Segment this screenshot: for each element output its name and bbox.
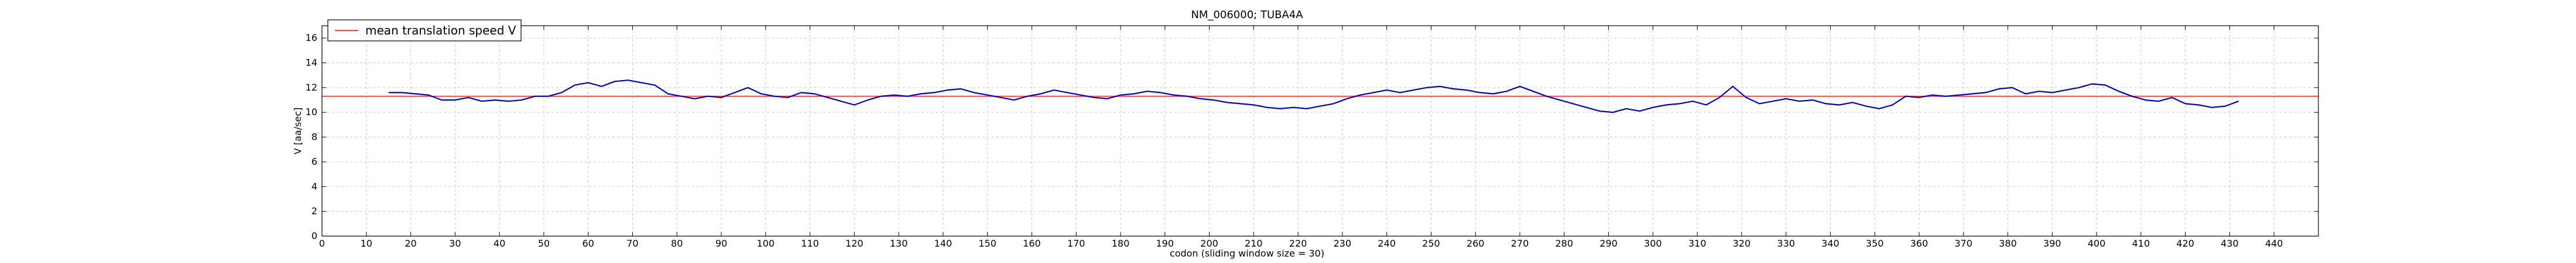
- x-tick-label: 120: [845, 238, 864, 249]
- x-tick-label: 310: [1688, 238, 1707, 249]
- x-tick-label: 220: [1289, 238, 1307, 249]
- x-tick-label: 240: [1378, 238, 1396, 249]
- legend: mean translation speed V: [327, 19, 522, 41]
- x-tick-label: 160: [1023, 238, 1041, 249]
- x-tick-label: 340: [1821, 238, 1839, 249]
- x-tick-label: 190: [1156, 238, 1174, 249]
- x-tick-label: 260: [1467, 238, 1485, 249]
- x-tick-label: 0: [319, 238, 325, 249]
- x-tick-label: 420: [2176, 238, 2194, 249]
- x-axis-label: codon (sliding window size = 30): [1170, 248, 1324, 259]
- x-tick-label: 290: [1599, 238, 1618, 249]
- x-tick-label: 60: [582, 238, 594, 249]
- y-tick-label: 2: [311, 206, 317, 217]
- x-tick-label: 130: [890, 238, 908, 249]
- x-tick-label: 280: [1556, 238, 1574, 249]
- x-tick-label: 250: [1422, 238, 1440, 249]
- x-tick-label: 90: [715, 238, 727, 249]
- x-tick-label: 400: [2088, 238, 2106, 249]
- x-tick-label: 10: [361, 238, 372, 249]
- x-tick-label: 320: [1733, 238, 1751, 249]
- x-tick-label: 150: [978, 238, 996, 249]
- x-tick-label: 170: [1067, 238, 1085, 249]
- x-tick-label: 200: [1200, 238, 1218, 249]
- x-tick-label: 350: [1866, 238, 1884, 249]
- x-tick-label: 70: [626, 238, 638, 249]
- x-tick-label: 410: [2132, 238, 2150, 249]
- y-tick-label: 10: [306, 106, 317, 117]
- x-tick-label: 30: [449, 238, 461, 249]
- x-tick-label: 80: [671, 238, 683, 249]
- x-tick-label: 210: [1245, 238, 1263, 249]
- x-tick-label: 50: [538, 238, 550, 249]
- x-tick-label: 430: [2221, 238, 2239, 249]
- ticks: 0 10 20 30 40 50 60 70 80 90 100 110 120 130 140 150 160…: [306, 26, 2318, 249]
- plot-frame: [321, 25, 2319, 237]
- y-tick-label: 8: [311, 132, 317, 143]
- plot-area: [322, 26, 2318, 236]
- legend-frame: [327, 19, 522, 41]
- x-tick-label: 370: [1955, 238, 1973, 249]
- y-tick-label: 4: [311, 181, 317, 192]
- y-tick-label: 16: [306, 32, 317, 43]
- x-tick-label: 40: [494, 238, 505, 249]
- y-tick-label: 12: [306, 82, 317, 93]
- grid: [321, 26, 2318, 237]
- x-tick-label: 330: [1777, 238, 1795, 249]
- x-tick-label: 440: [2265, 238, 2283, 249]
- x-tick-label: 390: [2043, 238, 2061, 249]
- legend-label: mean translation speed V: [365, 23, 516, 37]
- x-tick-label: 180: [1112, 238, 1130, 249]
- x-tick-label: 270: [1511, 238, 1529, 249]
- x-tick-label: 380: [1999, 238, 2017, 249]
- speed-series-line: [388, 79, 2239, 113]
- x-tick-label: 140: [934, 238, 953, 249]
- x-tick-label: 20: [405, 238, 416, 249]
- x-tick-label: 300: [1644, 238, 1662, 249]
- x-tick-label: 360: [1910, 238, 1928, 249]
- series-layer: [322, 79, 2318, 113]
- y-tick-label: 6: [311, 156, 317, 167]
- x-tick-label: 100: [757, 238, 775, 249]
- chart-title: NM_006000; TUBA4A: [1191, 9, 1303, 21]
- x-tick-label: 230: [1334, 238, 1352, 249]
- x-tick-label: 110: [801, 238, 819, 249]
- y-axis-label: V [aa/sec]: [292, 108, 303, 155]
- y-tick-label: 0: [311, 230, 317, 241]
- y-tick-label: 14: [306, 57, 317, 68]
